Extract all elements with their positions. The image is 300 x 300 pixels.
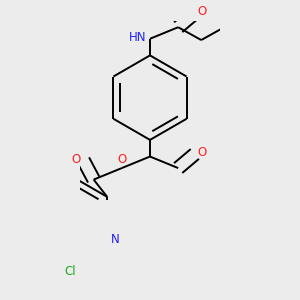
Text: HN: HN [129,31,146,44]
Text: Cl: Cl [65,266,76,278]
Text: N: N [111,232,120,246]
Text: O: O [197,5,207,18]
Text: O: O [117,152,127,166]
Text: O: O [72,153,81,166]
Text: O: O [197,146,207,159]
